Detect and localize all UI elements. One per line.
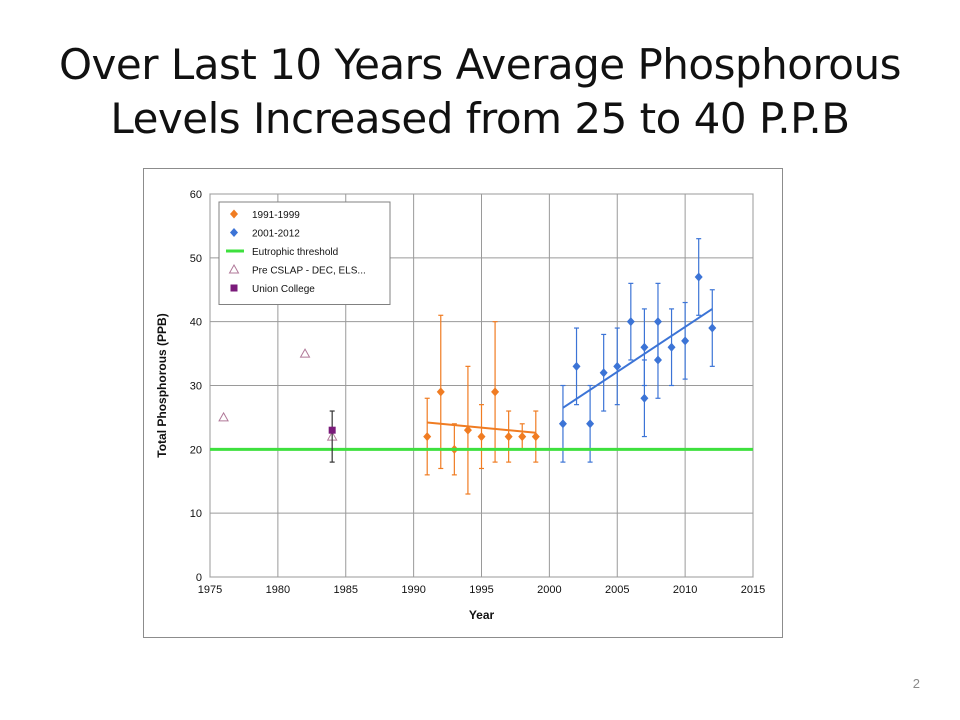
data-point	[491, 387, 500, 397]
x-tick-label: 1975	[198, 584, 222, 596]
data-point	[653, 317, 662, 327]
legend-label: Union College	[252, 284, 315, 295]
data-point	[653, 355, 662, 365]
x-tick-label: 2015	[741, 584, 765, 596]
data-point	[572, 361, 581, 371]
legend-swatch	[230, 284, 238, 292]
data-point	[518, 432, 527, 442]
data-point	[613, 361, 622, 371]
y-tick-label: 30	[190, 381, 202, 393]
data-point	[599, 368, 608, 378]
data-point	[436, 387, 445, 397]
data-point	[531, 432, 540, 442]
y-tick-label: 0	[196, 572, 202, 584]
x-axis-label: Year	[469, 608, 495, 622]
x-tick-label: 1995	[469, 584, 493, 596]
data-point	[328, 426, 336, 434]
trend-line	[562, 308, 713, 409]
series-1	[423, 314, 540, 495]
data-point	[667, 342, 676, 352]
y-axis-label: Total Phosphorous (PPB)	[155, 313, 169, 457]
legend: 1991-1999 2001-2012 Eutrophic threshold Pre…	[218, 201, 391, 305]
slide-title-line-1: Over Last 10 Years Average Phosphorous	[58, 40, 902, 89]
x-tick-label: 1990	[401, 584, 425, 596]
data-point	[640, 393, 649, 403]
y-tick-label: 10	[190, 508, 202, 520]
x-tick-label: 1980	[266, 584, 290, 596]
data-point	[463, 425, 472, 435]
series-5	[328, 410, 336, 463]
y-tick-label: 40	[190, 317, 202, 329]
phosphorous-chart: 1975 1980 1985 1990 1995 2000 2005 2010 2015 0 10 2…	[155, 189, 765, 622]
legend-label: 2001-2012	[252, 229, 300, 240]
data-point	[558, 419, 567, 429]
page-number: 2	[912, 676, 920, 691]
trend-line	[427, 421, 536, 434]
x-tick-label: 2000	[537, 584, 561, 596]
data-point	[423, 432, 432, 442]
legend-label: Eutrophic threshold	[252, 247, 338, 258]
x-tick-label: 2005	[605, 584, 629, 596]
y-tick-label: 20	[190, 444, 202, 456]
data-point	[504, 432, 513, 442]
legend-swatch	[230, 228, 238, 237]
y-tick-label: 60	[190, 189, 202, 201]
data-point	[586, 419, 595, 429]
legend-swatch	[230, 209, 238, 219]
data-point	[708, 323, 717, 333]
legend-swatch	[228, 263, 240, 274]
legend-box	[218, 201, 391, 305]
x-tick-label: 2010	[673, 584, 697, 596]
y-tick-label: 50	[190, 253, 202, 265]
data-point	[477, 432, 486, 442]
legend-label: Pre CSLAP - DEC, ELS...	[252, 266, 366, 277]
slide-title: Over Last 10 Years Average Phosphorous L…	[30, 38, 930, 146]
data-point	[626, 317, 635, 327]
legend-label: 1991-1999	[252, 210, 300, 221]
data-point	[218, 411, 229, 422]
data-point	[299, 348, 311, 358]
data-point	[681, 336, 690, 346]
data-point	[694, 272, 703, 282]
slide-title-line-2: Levels Increased from 25 to 40 P.P.B	[110, 94, 850, 143]
chart-frame: 1975 1980 1985 1990 1995 2000 2005 2010 2015 0 10 2…	[143, 168, 783, 638]
x-tick-label: 1985	[334, 584, 358, 596]
data-point	[640, 342, 649, 352]
